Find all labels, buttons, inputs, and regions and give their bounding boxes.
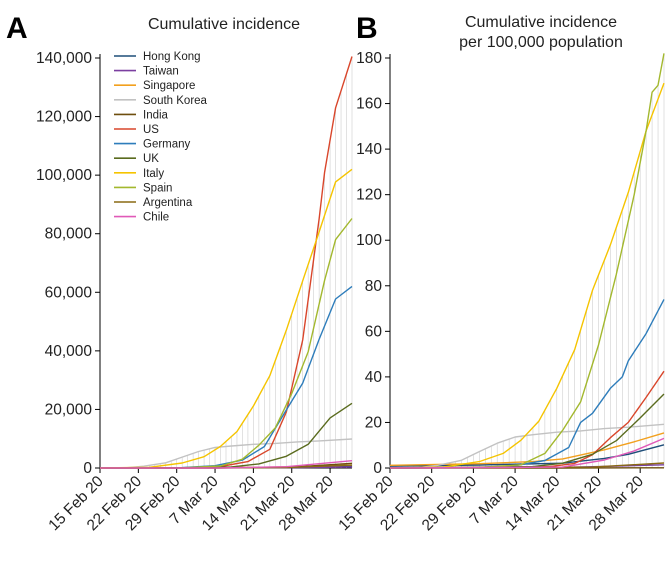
panel-b-y-tick-label: 60 <box>365 323 383 340</box>
legend-label: South Korea <box>143 95 208 107</box>
panel-b-y-tick-label: 160 <box>356 96 382 113</box>
legend-label: Taiwan <box>143 66 179 78</box>
legend-label: Chile <box>143 212 169 224</box>
legend-label: US <box>143 124 159 136</box>
panel-a-chart: 0 20,000 40,000 60,000 80,000 100,000 120,000 1… <box>36 50 352 534</box>
panel-b-y-tick-label: 20 <box>365 414 383 431</box>
panel-b-y-tick-label: 120 <box>356 187 382 204</box>
panel-a-title: Cumulative incidence <box>148 16 300 33</box>
legend-label: Singapore <box>143 80 195 92</box>
panel-a-y-tick-label: 0 <box>83 460 92 477</box>
panel-b-y-tick-label: 40 <box>365 369 383 386</box>
panel-b-series-spain <box>390 53 664 468</box>
panel-a-y-tick-label: 80,000 <box>45 226 93 243</box>
panel-a-y-tick-label: 20,000 <box>45 401 93 418</box>
panel-a-y-tick-label: 140,000 <box>36 50 92 67</box>
panel-a-letter: A <box>6 12 28 45</box>
panel-b-title-line-2: per 100,000 population <box>459 34 623 51</box>
legend-label: Hong Kong <box>143 51 201 63</box>
panel-b-y-tick-label: 0 <box>373 460 382 477</box>
panel-b-y-tick-label: 140 <box>356 141 382 158</box>
legend-label: UK <box>143 153 159 165</box>
legend: Hong Kong Taiwan Singapore South Korea India… <box>114 51 208 224</box>
panel-b-series-italy <box>390 83 664 468</box>
panel-a-series-italy <box>100 169 352 468</box>
panel-a-y-tick-label: 60,000 <box>45 284 93 301</box>
legend-label: Argentina <box>143 197 193 209</box>
legend-label: Germany <box>143 139 191 151</box>
panel-a-y-tick-label: 100,000 <box>36 167 92 184</box>
panel-b-y-tick-label: 180 <box>356 50 382 67</box>
legend-label: Italy <box>143 168 164 180</box>
panel-b-title-line-1: Cumulative incidence <box>465 14 617 31</box>
panel-a-series-us <box>100 57 352 469</box>
legend-label: Spain <box>143 182 172 194</box>
panel-a-y-tick-label: 40,000 <box>45 343 93 360</box>
panel-b-y-tick-label: 80 <box>365 278 383 295</box>
legend-label: India <box>143 109 169 121</box>
panel-b-letter: B <box>356 12 378 45</box>
panel-b-y-tick-label: 100 <box>356 232 382 249</box>
panel-a-y-tick-label: 120,000 <box>36 109 92 126</box>
